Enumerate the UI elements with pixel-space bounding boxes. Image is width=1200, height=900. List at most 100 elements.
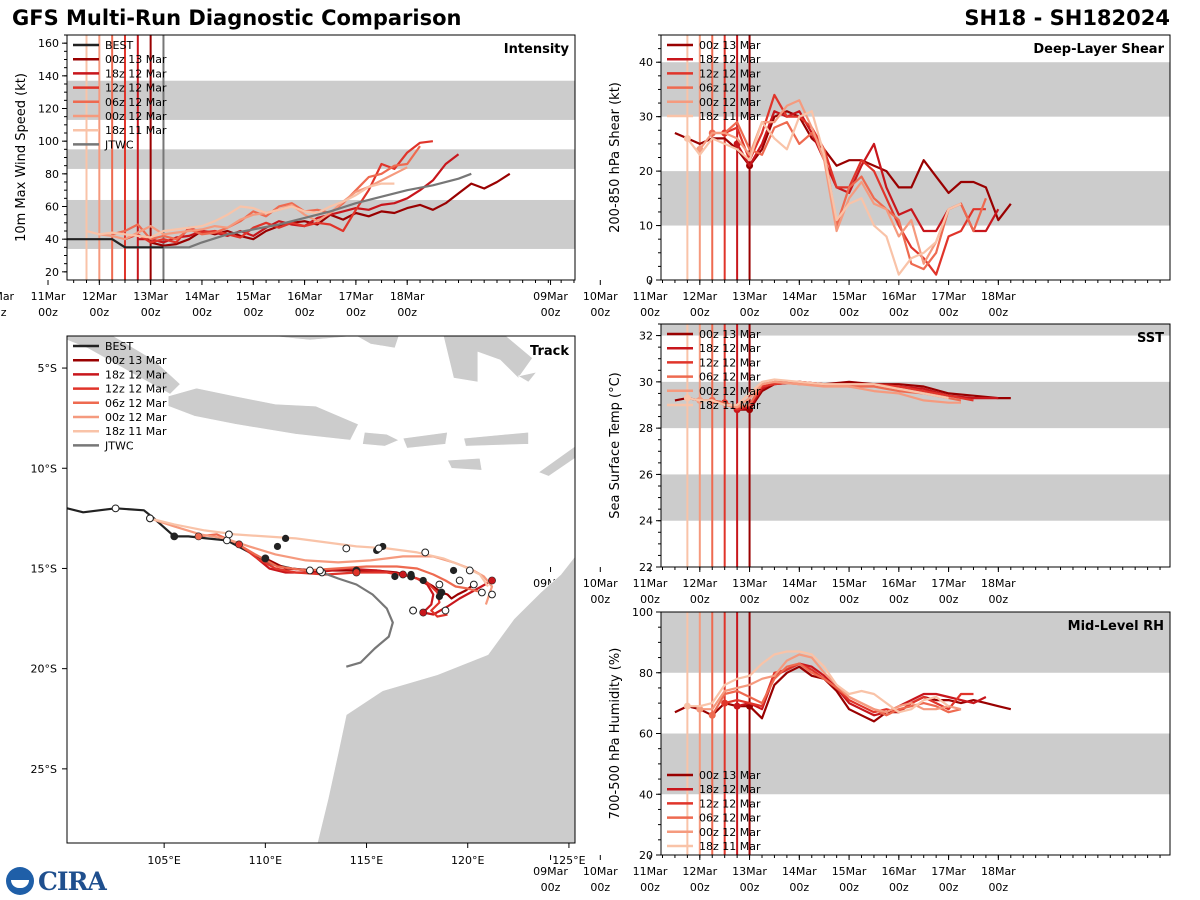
x-tick-hour-label: 00z: [889, 306, 909, 319]
y-tick-label: 26: [639, 468, 653, 481]
x-tick-hour-label: 00z: [740, 306, 760, 319]
intensity-panel: 20 40 60 80 100 120 140 160 09Mar 00z 10Mar 00z 11Ma…: [0, 34, 576, 319]
x-tick-label: 11Mar: [633, 577, 668, 590]
track-point-open: [342, 544, 351, 553]
x-tick-label: 11Mar: [633, 865, 668, 878]
series-line: [99, 166, 408, 241]
track-point-filled: [170, 532, 179, 541]
x-tick-label: 14Mar: [185, 290, 220, 303]
panel-title: Track: [530, 344, 569, 359]
x-tick-hour-label: 00z: [789, 593, 809, 606]
x-tick-hour-label: 00z: [89, 306, 109, 319]
y-axis-label: 200-850 hPa Shear (kt): [608, 82, 623, 233]
x-tick-label: 11Mar: [633, 290, 668, 303]
track-point-filled: [235, 540, 243, 549]
legend-label: JTWC: [104, 439, 134, 452]
track-point-filled: [194, 532, 203, 541]
y-tick-label: 20: [639, 165, 653, 178]
x-tick-label: 17Mar: [931, 865, 966, 878]
track-point-open: [469, 580, 478, 589]
legend-label: 18z 12 Mar: [699, 53, 761, 66]
legend-label: 00z 13 Mar: [699, 39, 761, 52]
legend-label: 00z 12 Mar: [699, 96, 761, 109]
legend-label: 18z 12 Mar: [105, 368, 167, 381]
x-tick-hour-label: 00z: [939, 306, 959, 319]
y-axis-label: 700-500 hPa Humidity (%): [608, 648, 623, 820]
y-tick-label: 40: [639, 56, 653, 69]
track-line: [321, 571, 394, 668]
track-point-open: [305, 566, 314, 575]
y-tick-label: 30: [639, 111, 653, 124]
legend-label: 00z 12 Mar: [105, 411, 167, 424]
x-tick-hour-label: 00z: [295, 306, 315, 319]
x-tick-label: 17Mar: [931, 290, 966, 303]
x-tick-label: 15Mar: [832, 865, 867, 878]
series-line: [163, 172, 472, 249]
x-tick-label: 16Mar: [881, 865, 916, 878]
shear-panel: 0 10 20 30 40 09Mar 00z 10Mar 00z 11Mar 00z 12Mar 00…: [533, 34, 1171, 319]
x-tick-hour-label: 00z: [141, 306, 161, 319]
y-tick-label: 80: [45, 168, 59, 181]
legend-label: 06z 12 Mar: [105, 397, 167, 410]
track-point-open: [455, 576, 464, 585]
x-tick-hour-label: 00z: [590, 881, 610, 894]
data-point: [733, 702, 741, 710]
plot-frame: [66, 335, 576, 844]
track-point-open: [374, 544, 383, 553]
x-tick-label: 18Mar: [390, 290, 425, 303]
track-line: [149, 517, 489, 588]
legend-label: 00z 12 Mar: [699, 826, 761, 839]
y-tick-label: 100: [38, 135, 59, 148]
track-point-open: [316, 566, 324, 575]
y-tick-label: 25°S: [31, 763, 57, 776]
series-line: [124, 140, 434, 244]
y-tick-label: 24: [639, 515, 653, 528]
x-tick-label: 14Mar: [782, 577, 817, 590]
x-tick-hour-label: 00z: [541, 306, 561, 319]
track-point-open: [441, 606, 450, 615]
landmass-sulawesi: [443, 336, 533, 383]
x-tick-label: 10Mar: [583, 577, 618, 590]
series-line: [86, 182, 395, 239]
legend-label: JTWC: [104, 138, 134, 151]
x-tick-hour-label: 00z: [346, 306, 366, 319]
landmass-bali_lombok: [362, 431, 400, 447]
x-tick-hour-label: 00z: [740, 593, 760, 606]
data-point: [683, 702, 691, 710]
series-line: [724, 93, 986, 276]
y-tick-label: 100: [632, 606, 653, 619]
x-tick-label: 16Mar: [881, 290, 916, 303]
y-tick-label: 60: [639, 728, 653, 741]
x-tick-hour-label: 00z: [889, 881, 909, 894]
data-point: [683, 134, 691, 142]
x-tick-label: 13Mar: [732, 577, 767, 590]
y-tick-label: 10: [639, 220, 653, 233]
x-tick-hour-label: 00z: [839, 593, 859, 606]
legend-label: BEST: [105, 39, 133, 52]
x-tick-hour-label: 00z: [889, 593, 909, 606]
landmass-java: [167, 387, 359, 441]
y-tick-label: 0: [646, 274, 653, 287]
x-tick-hour-label: 00z: [789, 306, 809, 319]
legend-label: 12z 12 Mar: [105, 383, 167, 396]
x-tick-hour-label: 00z: [640, 306, 660, 319]
x-tick-hour-label: 00z: [839, 306, 859, 319]
panel-title: SST: [1137, 331, 1164, 346]
track-point-filled: [419, 608, 428, 617]
track-point-open: [225, 530, 233, 539]
sst-panel: 22242628303209Mar00z10Mar00z11Mar00z12Ma…: [533, 323, 1171, 606]
series-line: [111, 145, 421, 241]
x-tick-label: 12Mar: [82, 290, 117, 303]
x-tick-hour-label: 00z: [243, 306, 263, 319]
x-tick-label: 09Mar: [533, 865, 568, 878]
track-point-filled: [391, 572, 399, 581]
data-point: [721, 699, 729, 707]
landmass-sumbawa: [402, 431, 448, 449]
x-tick-label: 15Mar: [832, 290, 867, 303]
cira-logo-text: CIRA: [38, 866, 107, 896]
x-tick-hour-label: 00z: [839, 881, 859, 894]
legend-label: 06z 12 Mar: [699, 812, 761, 825]
y-tick-label: 15°S: [31, 562, 57, 575]
x-tick-label: 18Mar: [981, 865, 1016, 878]
shaded-band: [67, 80, 575, 120]
